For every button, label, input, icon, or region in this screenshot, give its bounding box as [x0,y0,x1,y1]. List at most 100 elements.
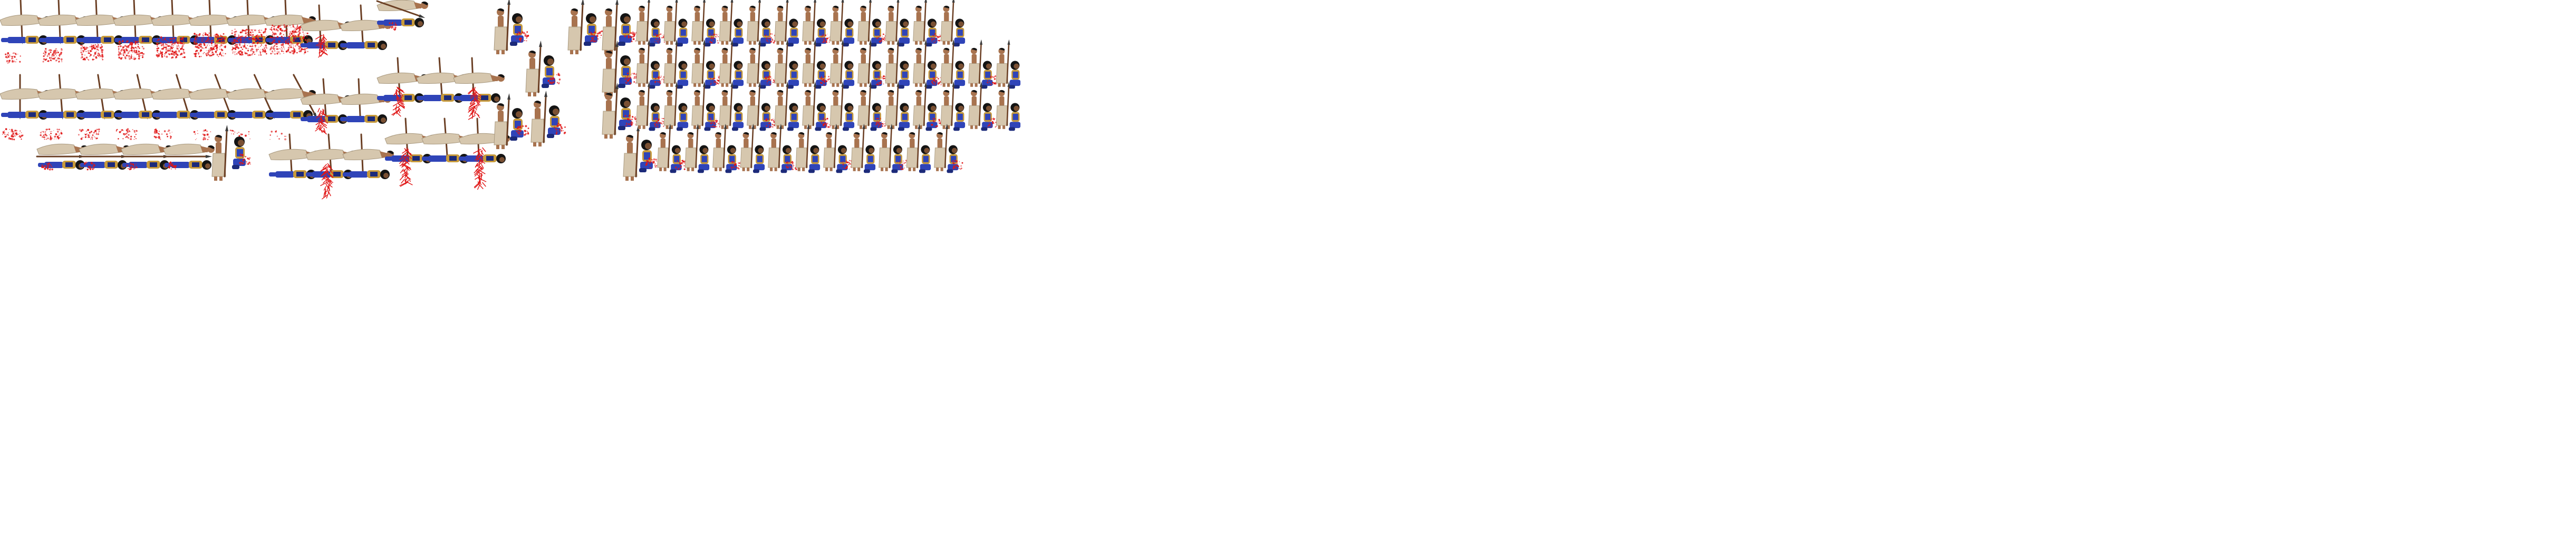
blood-drop [770,81,771,83]
blood-drop [140,55,142,56]
blood-drop [232,42,235,44]
blood-drop [244,42,246,44]
blood-drop [130,135,132,138]
warrior-standing [719,81,734,129]
blood-drop [11,57,13,60]
blood-drop [648,158,651,160]
boots [953,127,960,131]
blood-drop [954,160,956,162]
blood-streak [396,112,401,117]
boots [787,127,794,131]
legs [788,122,799,129]
face [590,16,596,23]
blood-drop [645,164,647,166]
blood-drop [183,36,185,38]
blood-drop [94,47,97,50]
blood-drop [879,124,880,125]
blood-drop [157,46,158,47]
blood-drop [175,168,176,170]
blood-drop [156,131,158,134]
blood-drop [931,124,933,126]
blood-drop [936,125,938,128]
blood-drop [278,25,279,27]
blood-drop [827,79,829,81]
blood-drop [246,42,247,43]
enemy-kneeling [732,103,744,131]
spear-tip [615,41,619,47]
blood-drop [549,82,551,84]
blood-drop [287,46,290,49]
blood-drop [882,33,884,35]
blood-drop [9,129,10,130]
blood-drop [135,52,137,54]
blood-drop [82,51,84,53]
blood-streak [467,89,474,94]
blood-drop [171,56,173,58]
torso [889,54,894,64]
blood-drop [11,131,14,133]
blood-drop [6,60,8,62]
spear-tip [952,0,955,3]
blood-drop [289,51,291,54]
spear-shaft [923,44,927,84]
blood-drop [14,134,15,136]
blood-drop [45,139,47,140]
warrior-standing [636,39,651,87]
blood-drop [306,36,307,37]
frame-kneel-finish [913,39,942,89]
blood-drop [124,56,126,57]
leg-right [631,177,634,181]
blood-drop [213,48,214,50]
blood-drop [245,32,247,34]
blood-drop [55,57,56,58]
blood-splatter [952,160,963,170]
hair [722,90,728,93]
blood-drop [160,42,162,44]
frame-kneel-finish [879,123,908,173]
torso [805,12,811,22]
blood-drop [279,41,281,42]
blood-drop [276,36,279,38]
blood-drop [285,30,287,32]
enemy-kneeling [891,145,908,173]
blood-drop [630,119,631,120]
torso-detail [840,155,846,162]
blood-drop [120,53,122,55]
blood-drop [132,51,133,53]
torso-detail [951,155,957,162]
enemy-kneeling [753,145,765,173]
blood-drop [592,38,594,41]
blood-drop [956,161,958,162]
blood-drop [167,45,169,47]
blood-drop [663,37,664,38]
blood-drop [92,44,93,46]
blood-drop [211,44,213,46]
legs [954,122,966,129]
blood-drop [593,37,595,38]
blood-drop [85,56,88,58]
spear-tip [702,39,706,45]
spear-tip [675,81,678,87]
boots [919,169,925,173]
blood-drop [167,50,169,52]
blood-drop [209,49,211,52]
spear-tip [696,123,699,130]
blood-drop [523,133,524,135]
blood-drop [118,56,120,58]
blood-drop [248,38,249,40]
blood-drop [215,51,217,53]
blood-drop [279,25,281,27]
leg-left [832,125,835,129]
blood-drop [390,27,391,28]
enemy-kneeling [677,61,689,89]
blood-streak [396,86,404,92]
boots [925,43,932,47]
blood-drop [201,39,202,40]
blood-drop [773,121,775,123]
blood-drop [283,53,284,54]
blood-drop [199,33,201,35]
blood-drop [206,34,209,36]
blood-drop [252,34,254,36]
leg-right [642,125,645,129]
boots [114,113,122,117]
